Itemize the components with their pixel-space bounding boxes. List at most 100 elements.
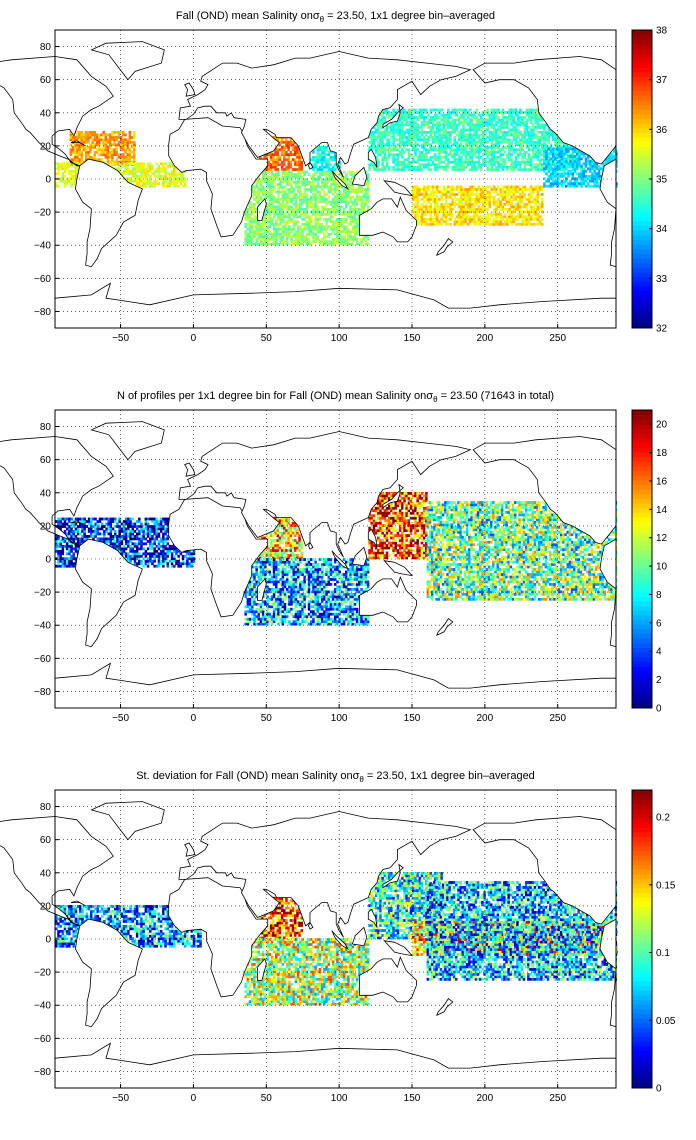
data-cell (510, 168, 513, 171)
data-cell (503, 133, 507, 137)
data-cell (398, 168, 402, 171)
data-cell (349, 237, 352, 241)
data-cell (521, 148, 524, 152)
data-cell (486, 198, 489, 201)
data-cell (525, 138, 529, 142)
data-cell (543, 140, 546, 144)
data-cell (82, 138, 86, 142)
data-cell (534, 188, 537, 191)
data-cell (287, 158, 290, 162)
data-cell (329, 242, 333, 246)
data-cell (453, 123, 456, 127)
data-cell (318, 190, 322, 194)
data-cell (551, 160, 555, 163)
data-cell (65, 182, 69, 186)
data-cell (73, 138, 77, 142)
data-cell (95, 143, 99, 147)
data-cell (541, 148, 544, 152)
data-cell (438, 140, 441, 144)
data-cell (360, 203, 363, 206)
data-cell (466, 195, 470, 199)
data-cell (281, 180, 285, 184)
data-cell (433, 163, 437, 167)
data-cell (451, 131, 454, 134)
data-cell (355, 198, 359, 201)
data-cell (301, 193, 304, 196)
data-cell (492, 113, 496, 117)
data-cell (338, 230, 341, 234)
data-cell (499, 153, 502, 157)
data-cell (355, 193, 359, 196)
data-cell (436, 163, 439, 167)
data-cell (409, 113, 413, 117)
data-cell (98, 143, 101, 147)
data-cell (349, 198, 352, 201)
data-cell (538, 116, 542, 119)
data-cell (264, 212, 267, 216)
data-cell (312, 173, 315, 176)
data-cell (140, 174, 143, 178)
data-cell (310, 195, 313, 199)
data-cell (475, 148, 478, 152)
data-cell (565, 147, 568, 151)
data-cell (486, 126, 489, 129)
data-cell (288, 190, 291, 194)
data-cell (532, 140, 535, 144)
data-cell (414, 198, 417, 201)
data-cell (261, 235, 265, 239)
data-cell (80, 133, 83, 137)
data-cell (124, 140, 127, 144)
data-cell (532, 190, 535, 194)
data-cell (551, 179, 555, 183)
data-cell (294, 198, 298, 201)
data-cell (427, 126, 430, 129)
data-cell (285, 158, 288, 162)
data-cell (320, 230, 324, 234)
data-cell (146, 182, 150, 186)
data-cell (288, 188, 291, 191)
data-cell (135, 164, 139, 168)
data-cell (420, 150, 424, 154)
data-cell (277, 183, 280, 186)
data-cell (281, 200, 285, 204)
data-cell (303, 195, 306, 199)
data-cell (272, 178, 276, 181)
data-cell (290, 178, 293, 181)
data-cell (475, 123, 478, 127)
data-cell (74, 172, 78, 176)
data-cell (464, 190, 467, 194)
data-cell (527, 215, 531, 219)
data-cell (571, 168, 575, 171)
data-cell (488, 145, 491, 149)
data-cell (440, 118, 443, 122)
data-cell (173, 164, 176, 168)
data-cell (270, 170, 274, 174)
data-cell (516, 185, 520, 189)
data-cell (342, 227, 346, 231)
data-cell (265, 155, 269, 159)
data-cell (305, 203, 309, 206)
data-cell (261, 225, 265, 229)
data-cell (471, 123, 474, 127)
data-cell (414, 121, 417, 124)
data-cell (501, 203, 505, 206)
data-cell (451, 185, 454, 189)
data-cell (499, 200, 502, 204)
data-cell (473, 217, 476, 221)
data-cell (549, 160, 553, 164)
data-cell (565, 152, 568, 156)
data-cell (253, 232, 256, 236)
data-cell (61, 162, 65, 166)
data-cell (283, 178, 287, 181)
data-cell (501, 190, 505, 194)
data-cell (543, 131, 546, 134)
data-cell (349, 183, 352, 186)
data-cell (436, 131, 439, 134)
data-cell (447, 163, 450, 167)
data-cell (414, 160, 417, 164)
data-cell (281, 217, 285, 221)
data-cell (72, 179, 75, 183)
data-cell (436, 126, 439, 129)
data-cell (283, 232, 287, 236)
data-cell (87, 131, 90, 134)
